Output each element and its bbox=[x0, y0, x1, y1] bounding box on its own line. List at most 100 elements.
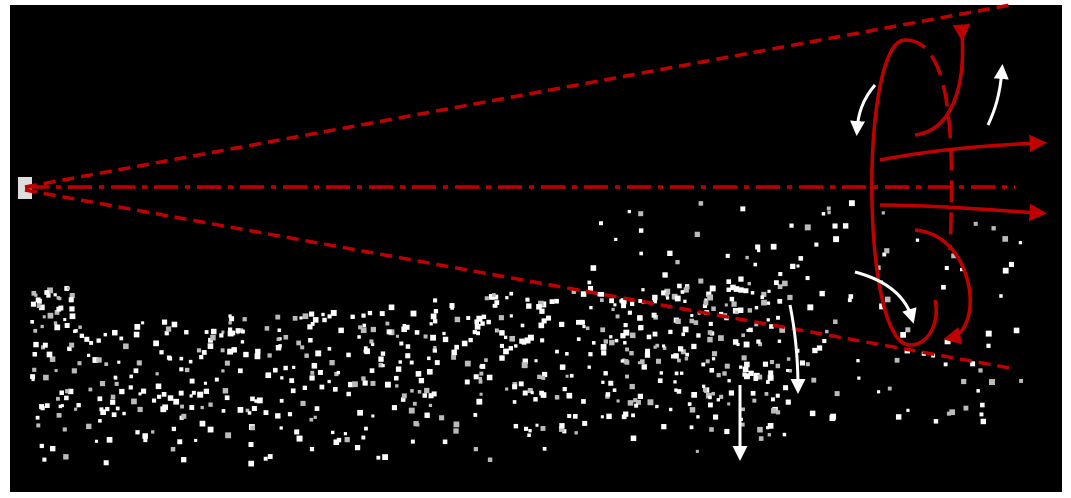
particle bbox=[172, 322, 178, 328]
particle bbox=[424, 413, 429, 418]
particle bbox=[418, 390, 422, 394]
particle bbox=[405, 353, 410, 358]
particle bbox=[488, 376, 492, 380]
particle bbox=[767, 318, 770, 321]
particle bbox=[50, 446, 55, 451]
particle bbox=[107, 437, 113, 443]
particle bbox=[599, 221, 603, 225]
particle bbox=[738, 276, 743, 281]
particle bbox=[1014, 328, 1020, 334]
particle bbox=[173, 399, 179, 405]
particle bbox=[228, 321, 231, 324]
particle bbox=[759, 436, 764, 441]
particle bbox=[756, 339, 760, 343]
particle bbox=[628, 210, 631, 213]
particle bbox=[514, 344, 517, 347]
particle bbox=[297, 436, 303, 442]
particle bbox=[586, 326, 590, 330]
particle bbox=[382, 454, 388, 460]
particle bbox=[528, 429, 531, 432]
particle bbox=[179, 391, 184, 396]
particle bbox=[675, 260, 679, 264]
particle bbox=[796, 265, 799, 268]
particle bbox=[231, 347, 236, 352]
particle bbox=[521, 324, 525, 328]
particle bbox=[225, 395, 230, 400]
particle bbox=[538, 323, 544, 329]
particle bbox=[709, 427, 714, 432]
particle bbox=[980, 403, 985, 408]
particle bbox=[294, 429, 299, 434]
particle bbox=[647, 399, 653, 405]
particle bbox=[48, 313, 54, 319]
particle bbox=[1019, 241, 1022, 244]
particle bbox=[442, 332, 445, 335]
particle bbox=[409, 408, 415, 414]
particle bbox=[54, 321, 57, 324]
particle bbox=[197, 348, 201, 352]
particle bbox=[433, 319, 437, 323]
particle bbox=[273, 368, 278, 373]
particle bbox=[280, 426, 283, 429]
particle bbox=[201, 406, 204, 409]
particle bbox=[331, 431, 334, 434]
particle bbox=[395, 384, 398, 387]
particle bbox=[662, 272, 667, 277]
particle bbox=[524, 427, 528, 431]
particle bbox=[678, 346, 683, 351]
particle bbox=[248, 411, 252, 415]
particle bbox=[225, 432, 231, 438]
particle bbox=[278, 328, 282, 332]
particle bbox=[431, 314, 437, 320]
particle bbox=[104, 460, 109, 465]
particle bbox=[455, 317, 460, 322]
particle bbox=[748, 328, 752, 332]
particle bbox=[304, 353, 308, 357]
particle bbox=[219, 333, 223, 337]
particle bbox=[291, 388, 296, 393]
particle bbox=[123, 343, 129, 349]
particle bbox=[683, 327, 689, 333]
particle bbox=[857, 376, 860, 379]
particle bbox=[662, 344, 665, 347]
particle bbox=[621, 359, 624, 362]
particle bbox=[229, 316, 234, 321]
particle bbox=[116, 407, 120, 411]
particle bbox=[703, 387, 707, 391]
particle bbox=[673, 380, 676, 383]
particle bbox=[730, 285, 736, 291]
particle bbox=[189, 360, 193, 364]
particle bbox=[685, 353, 689, 357]
particle bbox=[581, 291, 587, 297]
particle bbox=[241, 330, 245, 334]
particle bbox=[385, 382, 391, 388]
particle bbox=[119, 389, 124, 394]
particle bbox=[669, 408, 672, 411]
particle bbox=[690, 314, 693, 317]
particle bbox=[703, 300, 708, 305]
particle bbox=[817, 345, 822, 350]
particle bbox=[597, 292, 602, 297]
particle bbox=[223, 388, 228, 393]
particle bbox=[202, 350, 207, 355]
particle bbox=[361, 376, 365, 380]
particle bbox=[378, 356, 383, 361]
particle bbox=[963, 406, 968, 411]
particle bbox=[74, 329, 77, 332]
particle bbox=[221, 348, 225, 352]
particle bbox=[748, 282, 751, 285]
particle bbox=[827, 207, 831, 211]
particle bbox=[800, 360, 805, 365]
particle bbox=[658, 378, 663, 383]
particle bbox=[710, 285, 716, 291]
particle bbox=[104, 362, 108, 366]
particle bbox=[786, 400, 791, 405]
particle bbox=[403, 324, 407, 328]
particle bbox=[825, 330, 828, 333]
particle bbox=[179, 367, 183, 371]
particle bbox=[289, 378, 294, 383]
particle bbox=[371, 327, 376, 332]
particle bbox=[690, 319, 695, 324]
particle bbox=[33, 352, 38, 357]
particle bbox=[134, 332, 140, 338]
